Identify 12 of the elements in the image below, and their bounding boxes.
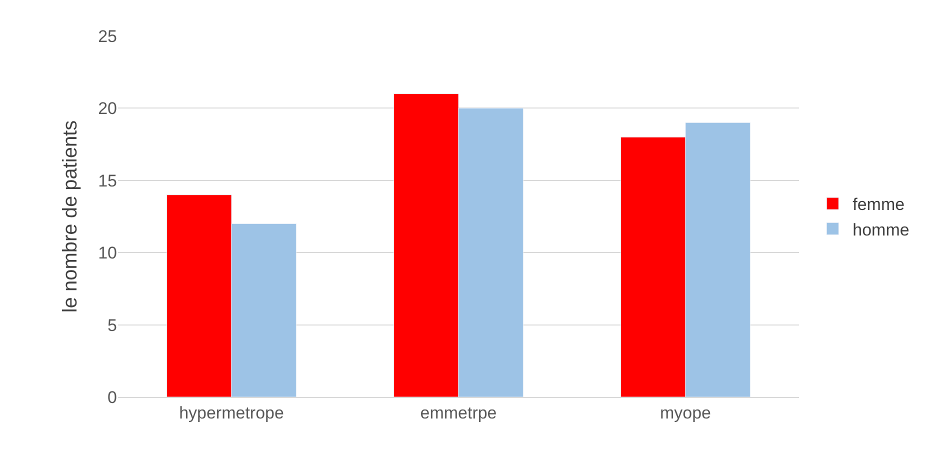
x-tick-label: emmetrpe: [420, 403, 497, 422]
x-tick-label: hypermetrope: [179, 403, 284, 422]
y-tick-label: 5: [108, 316, 117, 335]
y-tick-label: 15: [98, 171, 117, 190]
y-axis-title: le nombre de patients: [60, 120, 82, 313]
y-tick-label: 0: [108, 388, 117, 407]
legend-label: homme: [852, 220, 910, 240]
x-tick-label: myope: [660, 403, 712, 422]
y-tick-label: 10: [98, 244, 117, 263]
y-tick-label: 25: [98, 26, 117, 46]
legend-label: femme: [852, 195, 905, 214]
y-tick-label: 20: [98, 99, 117, 118]
